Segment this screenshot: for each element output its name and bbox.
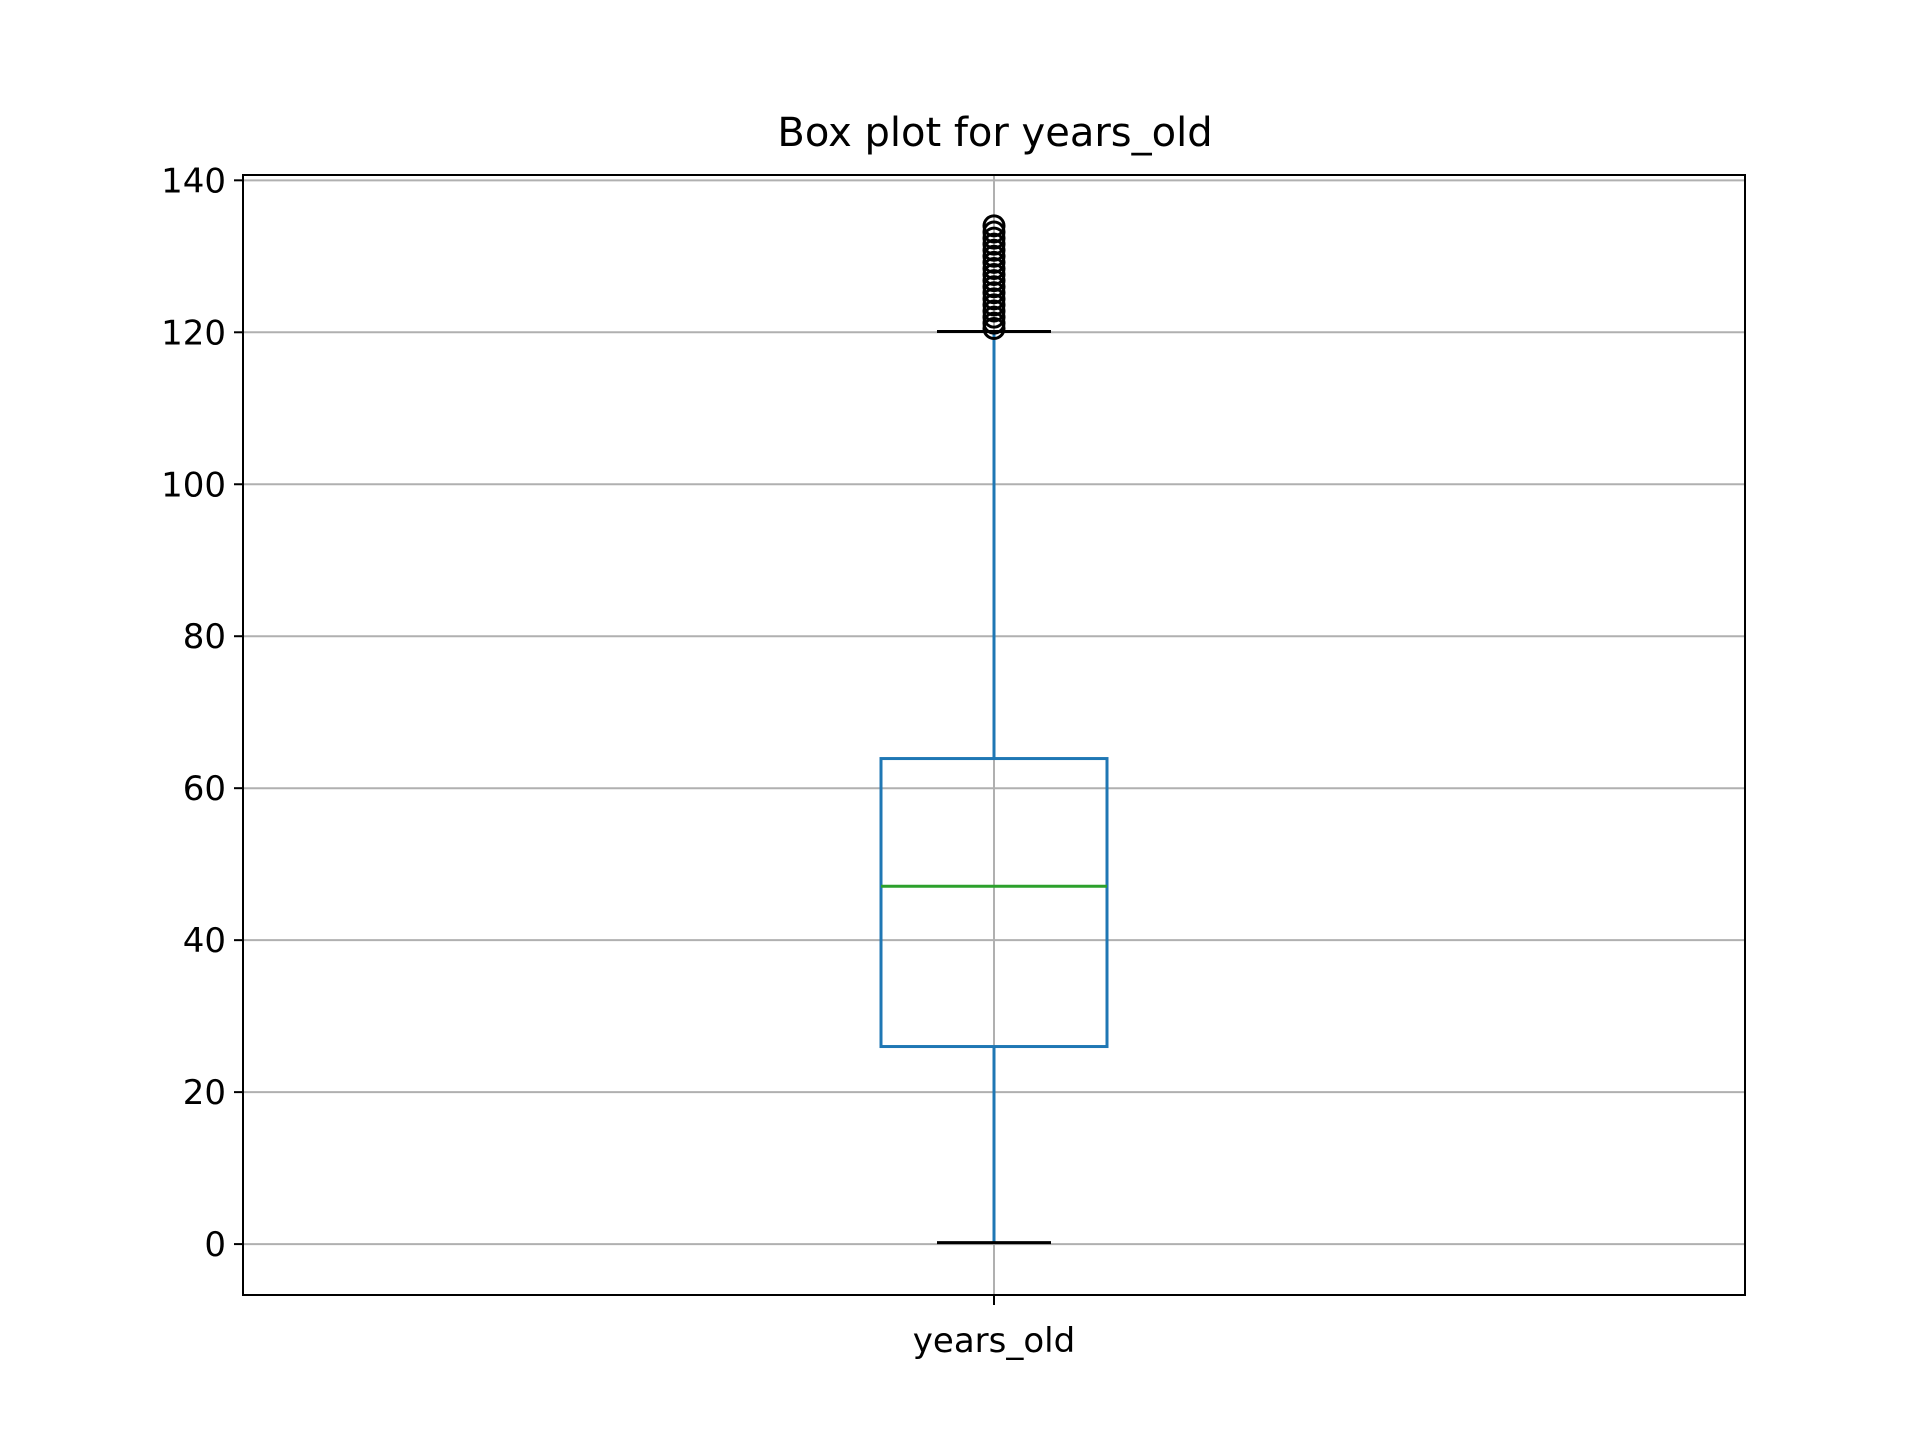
- outlier-point: [982, 250, 1006, 274]
- outlier-point: [982, 214, 1006, 238]
- outlier-point: [982, 244, 1006, 268]
- y-tick-label: 80: [183, 617, 226, 657]
- outlier-point: [982, 232, 1006, 256]
- outlier-point: [982, 293, 1006, 317]
- y-tick-label: 20: [183, 1073, 226, 1113]
- outlier-point: [982, 226, 1006, 250]
- tick-layer: 0 20 40 60 80 100 120 140 years_old: [161, 161, 1075, 1361]
- y-tick-label: 100: [161, 465, 226, 505]
- outlier-point: [982, 220, 1006, 244]
- outlier-point: [982, 281, 1006, 305]
- outlier-point: [982, 287, 1006, 311]
- outlier-point: [982, 256, 1006, 280]
- box-iqr: [879, 757, 1109, 1049]
- y-tick-label: 60: [183, 769, 226, 809]
- outlier-point: [982, 305, 1006, 329]
- outlier-point: [982, 275, 1006, 299]
- outlier-point: [982, 263, 1006, 287]
- y-tick-label: 40: [183, 921, 226, 961]
- outlier-point: [982, 238, 1006, 262]
- x-tick-label: years_old: [913, 1321, 1075, 1361]
- outlier-point: [982, 269, 1006, 293]
- y-tick-label: 140: [161, 161, 226, 201]
- chart-title: Box plot for years_old: [777, 110, 1212, 156]
- box-layer: [879, 214, 1109, 1245]
- outlier-point: [982, 299, 1006, 323]
- y-tick-label: 120: [161, 313, 226, 353]
- y-tick-label: 0: [204, 1225, 226, 1265]
- outlier-point: [982, 311, 1006, 335]
